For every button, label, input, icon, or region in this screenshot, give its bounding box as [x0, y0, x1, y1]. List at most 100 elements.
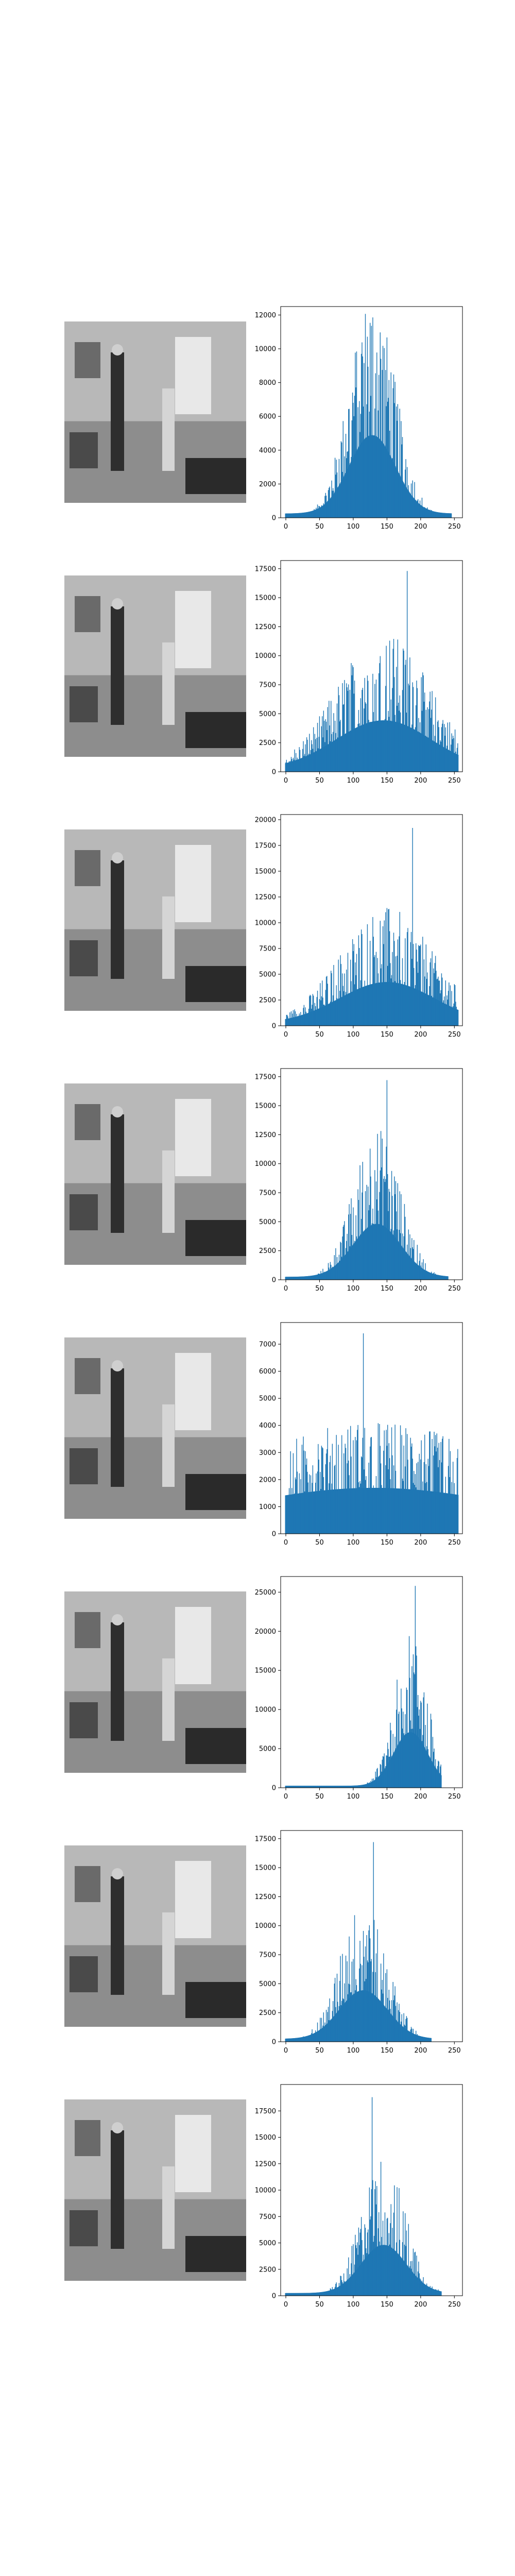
photo-window: [175, 337, 211, 414]
hist-bar: [391, 1171, 392, 1280]
hist-bar: [367, 924, 368, 1026]
x-tick-label: 250: [448, 2047, 461, 2055]
x-tick-label: 250: [448, 1285, 461, 1293]
y-tick-label: 20000: [255, 817, 276, 824]
y-tick-label: 12500: [255, 623, 276, 631]
x-tick-label: 250: [448, 523, 461, 531]
photo-window: [175, 1607, 211, 1684]
y-tick-label: 7500: [259, 945, 276, 953]
photo-frame-picture: [75, 2120, 100, 2156]
photo-window: [175, 2115, 211, 2192]
hist-bar: [329, 1998, 330, 2042]
photo-chair: [70, 940, 98, 976]
hist-bar: [306, 737, 307, 772]
hist-bar: [435, 697, 436, 772]
y-tick-label: 15000: [255, 595, 276, 602]
hist-bar: [447, 722, 448, 772]
hist-bar: [372, 2180, 373, 2296]
hist-bar: [416, 950, 417, 1026]
hist-bar: [387, 1174, 388, 1280]
x-tick-label: 0: [284, 1031, 288, 1039]
axes-frame: [280, 814, 463, 1026]
photo-desk: [185, 2236, 246, 2272]
hist-bar: [350, 1426, 351, 1534]
photo-figure-man: [111, 1368, 124, 1487]
hist-bar: [356, 351, 357, 518]
hist-bar: [352, 665, 353, 772]
x-tick-label: 50: [315, 1031, 324, 1039]
photo-frame-picture: [75, 1358, 100, 1394]
hist-bar: [396, 406, 397, 518]
hist-bar: [380, 332, 381, 518]
hist-bar: [414, 2252, 415, 2296]
hist-bar: [441, 973, 442, 1026]
y-tick-label: 2500: [259, 1247, 276, 1255]
hist-bar-base: [447, 1276, 449, 1280]
grayscale-photo-3: [64, 829, 246, 1011]
y-tick-label: 5000: [259, 2240, 276, 2247]
photo-figure-man: [111, 1876, 124, 1995]
hist-bar: [433, 968, 434, 1026]
y-tick-label: 2500: [259, 2266, 276, 2274]
hist-bar: [449, 722, 450, 772]
x-tick-label: 50: [315, 2301, 324, 2309]
hist-bar: [359, 2232, 360, 2296]
photo-desk: [185, 1728, 246, 1764]
x-tick-label: 200: [414, 1285, 427, 1293]
histogram-7: [285, 1842, 432, 2042]
histogram-5: [285, 1333, 459, 1534]
hist-bar: [370, 1437, 371, 1534]
y-tick-label: 6000: [259, 1368, 276, 1376]
y-tick-label: 0: [272, 1277, 276, 1284]
hist-bar: [371, 1437, 372, 1534]
y-tick-label: 12000: [255, 312, 276, 319]
axes-frame: [280, 306, 463, 518]
hist-bar: [416, 680, 417, 772]
y-tick-label: 2000: [259, 1476, 276, 1484]
hist-bar: [392, 649, 393, 772]
hist-bar: [438, 1443, 439, 1534]
hist-bar: [454, 984, 455, 1026]
y-tick-label: 17500: [255, 1835, 276, 1843]
hist-bar-base: [440, 2291, 442, 2296]
histogram-6: [285, 1586, 442, 1788]
photo-desk: [185, 1474, 246, 1510]
hist-bar: [342, 421, 344, 518]
histogram-1: [285, 314, 452, 518]
hist-bar: [437, 1447, 438, 1534]
hist-bar: [417, 1245, 418, 1280]
hist-bar: [358, 935, 359, 1026]
hist-bar: [402, 437, 403, 518]
hist-bar: [416, 1655, 417, 1788]
photo-desk: [185, 1220, 246, 1256]
hist-bar: [383, 1953, 384, 2042]
y-tick-label: 12500: [255, 1131, 276, 1139]
hist-bar: [325, 976, 327, 1026]
x-tick-label: 100: [347, 523, 360, 531]
y-tick-label: 10000: [255, 1706, 276, 1714]
photo-chair: [70, 686, 98, 722]
grayscale-photo-1: [64, 321, 246, 503]
y-tick-label: 5000: [259, 1218, 276, 1226]
y-tick-label: 5000: [259, 1980, 276, 1988]
hist-bar: [413, 944, 414, 1026]
hist-bar: [352, 392, 353, 518]
hist-bar: [429, 1431, 430, 1534]
photo-chair: [70, 2210, 98, 2246]
hist-bar: [376, 352, 377, 518]
y-tick-label: 0: [272, 1023, 276, 1030]
hist-bar: [380, 921, 381, 1026]
x-tick-label: 100: [347, 1031, 360, 1039]
hist-bar: [341, 1435, 342, 1534]
y-tick-label: 8000: [259, 379, 276, 387]
histogram-8: [285, 2097, 442, 2296]
hist-bar: [405, 659, 406, 772]
y-tick-label: 12500: [255, 1893, 276, 1901]
hist-bar: [371, 2189, 372, 2296]
x-tick-label: 100: [347, 1793, 360, 1801]
hist-bar: [392, 388, 393, 518]
x-tick-label: 200: [414, 2301, 427, 2309]
y-tick-label: 25000: [255, 1589, 276, 1597]
hist-bar: [350, 1214, 351, 1280]
hist-bar: [319, 716, 320, 772]
